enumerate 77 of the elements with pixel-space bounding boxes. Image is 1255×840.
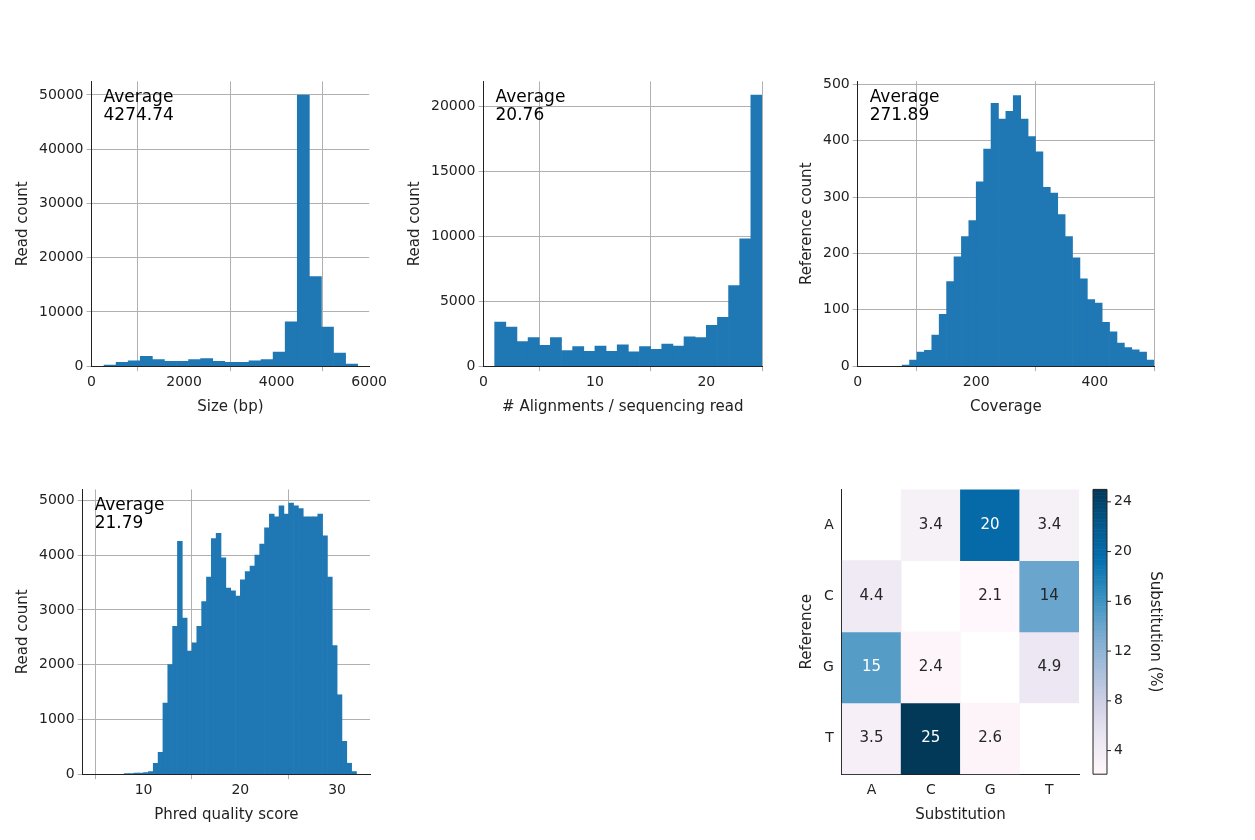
x-tick-label: 20 [697,373,716,390]
data-label: 4.4 [859,586,884,605]
y-tick-label: 4000 [38,545,75,562]
y-axis-title: Read count [12,181,31,267]
x-tick-label: G [984,781,996,798]
data-label: 2.1 [978,586,1002,605]
data-label: 3.4 [918,514,943,533]
data-label: 14 [1039,586,1059,605]
color-bar-label: 8 [1114,691,1123,708]
x-tick-label: 30 [328,781,347,798]
y-tick-label: G [822,658,834,675]
y-tick-label: 10000 [430,226,476,243]
y-tick-label: 0 [65,764,75,781]
x-tick-label: 400 [1081,373,1109,390]
data-label: 20 [980,514,1000,533]
x-tick-label: 0 [479,373,488,390]
x-axis-title: Size (bp) [197,396,264,415]
color-bar-label: 16 [1114,591,1132,608]
x-tick-label: 2000 [166,373,202,390]
y-tick-label: 20000 [38,248,84,265]
y-tick-label: A [824,515,835,532]
y-axis-title: Reference count [796,162,815,286]
x-tick-label: 4000 [258,373,295,390]
y-axis-title: Read count [12,589,31,675]
color-bar-label: 4 [1114,741,1123,758]
color-bar-label: 24 [1114,492,1132,509]
x-tick-label: A [866,781,877,798]
data-label: 2.4 [918,657,943,676]
y-tick-label: 100 [822,300,850,317]
data-label: 15 [861,657,882,676]
x-tick-label: 20 [231,781,250,798]
data-label: 3.5 [859,728,884,747]
y-axis-title: Read count [404,181,423,267]
annotation: Average 21.79 [94,494,165,533]
color-bar-label: 20 [1114,542,1132,559]
x-tick-label: 10 [586,373,604,390]
x-tick-label: T [1044,781,1055,798]
x-axis-title: Coverage [969,396,1042,415]
y-tick-label: 500 [822,74,850,91]
y-tick-label: 200 [822,244,850,261]
y-tick-label: 0 [74,356,84,373]
y-tick-label: 15000 [430,161,476,178]
y-tick-label: 10000 [38,302,84,319]
y-tick-label: 400 [822,131,850,148]
data-label: 3.4 [1037,514,1062,533]
color-bar-title: Substitution (%) [1147,571,1166,693]
x-tick-label: 200 [962,373,990,390]
data-label: 4.9 [1037,657,1062,676]
y-tick-label: 20000 [430,96,476,113]
annotation: Average 20.76 [495,86,566,125]
data-label: 25 [921,728,941,747]
x-axis-title: # Alignments / sequencing read [502,396,744,415]
y-tick-label: 3000 [38,600,75,617]
y-tick-label: 5000 [38,490,75,507]
y-tick-label: 300 [822,187,850,204]
y-tick-label: 1000 [38,710,75,727]
y-tick-label: 40000 [38,139,84,156]
y-tick-label: T [824,729,835,746]
color-bar-label: 12 [1114,641,1132,658]
y-tick-label: 5000 [439,291,476,308]
x-tick-label: 0 [87,373,96,390]
annotation: Average 4274.74 [103,86,174,125]
x-axis-title: Phred quality score [154,804,299,823]
x-tick-label: 0 [853,373,863,390]
y-tick-label: 30000 [38,194,84,211]
x-tick-label: 10 [134,781,153,798]
annotation: Average 271.89 [869,86,940,125]
y-tick-label: C [824,586,835,603]
y-tick-label: 0 [466,356,476,373]
y-tick-label: 50000 [38,85,84,102]
x-tick-label: C [925,781,936,798]
x-tick-label: 6000 [351,373,388,390]
data-label: 2.6 [978,728,1002,747]
y-tick-label: 2000 [38,655,75,672]
x-axis-title: Substitution [915,804,1006,823]
y-axis-title: Reference [796,594,815,670]
y-tick-label: 0 [840,356,850,373]
